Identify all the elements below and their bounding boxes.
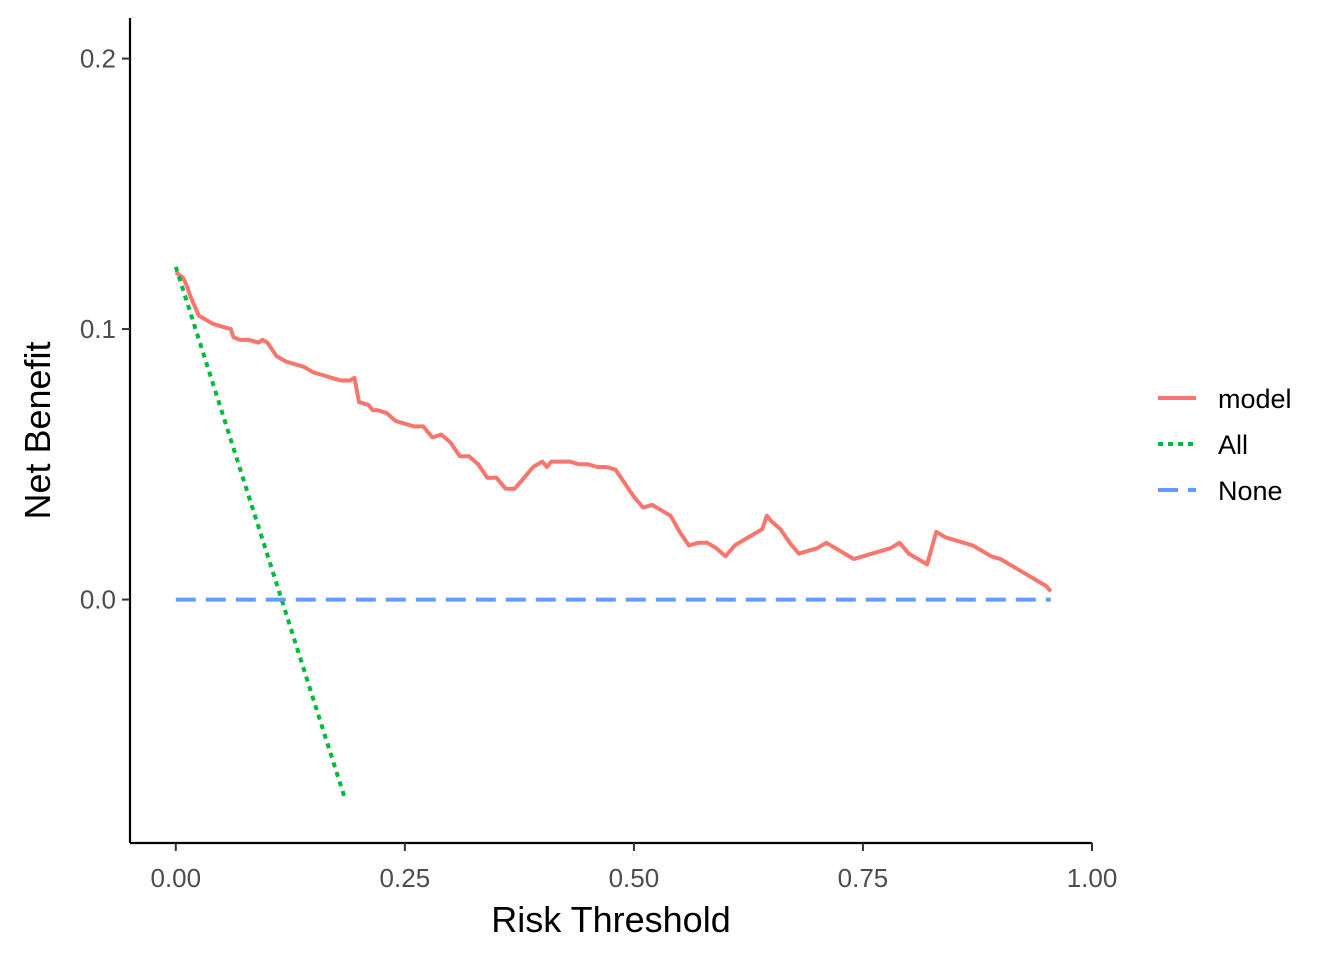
x-tick-label: 0.00: [151, 863, 202, 893]
y-tick-label: 0.2: [80, 44, 116, 74]
series-line-model: [174, 270, 1053, 593]
legend: model All None: [1158, 384, 1292, 506]
series-line-all: [173, 266, 348, 801]
y-tick-label: 0.0: [80, 585, 116, 615]
plot-area: [173, 266, 1053, 801]
y-tick-label: 0.1: [80, 314, 116, 344]
y-axis-title: Net Benefit: [17, 341, 58, 519]
x-axis-title: Risk Threshold: [491, 899, 730, 940]
x-tick-label: 0.75: [838, 863, 889, 893]
axes: 0.00 0.25 0.50 0.75 1.00 0.0 0.1 0.2: [80, 18, 1117, 893]
legend-label-model: model: [1218, 384, 1292, 414]
x-tick-label: 1.00: [1067, 863, 1118, 893]
x-tick-label: 0.50: [609, 863, 660, 893]
legend-label-all: All: [1218, 430, 1248, 460]
x-ticks: 0.00 0.25 0.50 0.75 1.00: [151, 843, 1118, 893]
y-ticks: 0.0 0.1 0.2: [80, 44, 130, 615]
x-tick-label: 0.25: [380, 863, 431, 893]
legend-label-none: None: [1218, 476, 1283, 506]
